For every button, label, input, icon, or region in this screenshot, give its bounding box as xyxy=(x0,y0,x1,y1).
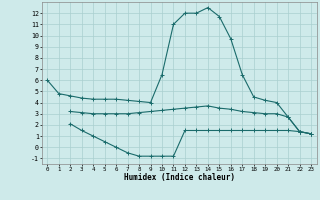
X-axis label: Humidex (Indice chaleur): Humidex (Indice chaleur) xyxy=(124,173,235,182)
